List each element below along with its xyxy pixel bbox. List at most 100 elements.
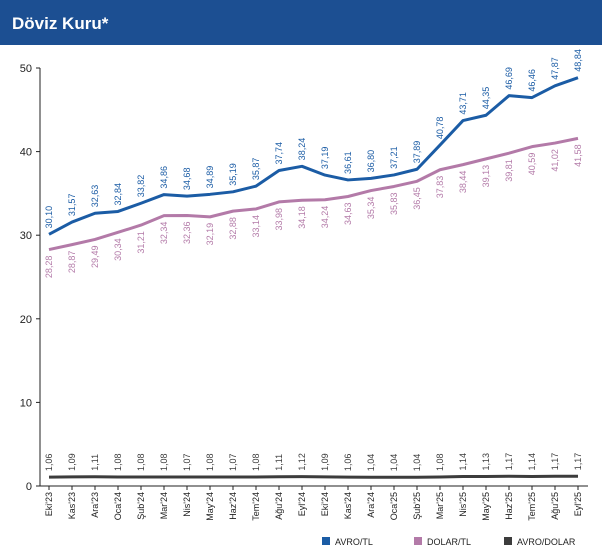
x-tick-label: May'24 [205,492,215,521]
data-label: 39,13 [481,165,491,188]
x-tick-label: Eyl'24 [297,492,307,516]
x-tick-label: Oca'25 [389,492,399,520]
data-label: 46,46 [527,69,537,92]
x-tick-label: Ara'24 [366,492,376,518]
series-line [48,76,579,236]
legend-label: AVRO/DOLAR [517,537,576,547]
data-label: 1,09 [67,453,77,471]
data-label: 37,83 [435,176,445,199]
x-tick-label: Tem'24 [251,492,261,521]
data-label: 32,88 [228,217,238,240]
data-label: 29,49 [90,245,100,268]
data-label: 34,24 [320,206,330,229]
x-tick-label: Haz'25 [504,492,514,520]
x-tick-label: Mar'24 [159,492,169,519]
data-label: 33,82 [136,175,146,198]
series-line [48,474,578,479]
legend-label: DOLAR/TL [427,537,471,547]
x-tick-label: Eki'23 [44,492,54,516]
data-label: 1,14 [458,453,468,471]
data-label: 46,69 [504,67,514,90]
legend-swatch [414,537,422,545]
data-label: 30,10 [44,206,54,229]
y-tick-label: 10 [20,397,32,409]
data-label: 34,68 [182,168,192,191]
data-label: 33,98 [274,208,284,231]
data-label: 38,44 [458,171,468,194]
data-label: 1,17 [573,453,583,471]
data-label: 34,63 [343,202,353,225]
data-label: 37,21 [389,146,399,169]
data-label: 37,19 [320,147,330,170]
data-label: 28,28 [44,256,54,279]
data-label: 35,87 [251,158,261,181]
x-tick-label: Ara'23 [90,492,100,518]
data-label: 32,63 [90,185,100,208]
data-label: 48,84 [573,49,583,72]
data-label: 1,08 [251,453,261,471]
data-label: 38,24 [297,138,307,161]
data-label: 47,87 [550,57,560,80]
x-tick-label: Ağu'25 [550,492,560,520]
y-tick-label: 20 [20,314,32,326]
legend-swatch [504,537,512,545]
data-label: 32,19 [205,223,215,246]
x-tick-label: Tem'25 [527,492,537,521]
data-label: 36,61 [343,151,353,174]
data-label: 1,08 [136,453,146,471]
x-tick-label: Kas'24 [343,492,353,519]
data-label: 28,87 [67,251,77,274]
data-label: 1,06 [343,454,353,472]
data-label: 1,08 [113,453,123,471]
data-label: 41,58 [573,144,583,167]
data-label: 1,07 [182,454,192,472]
data-label: 32,36 [182,221,192,244]
x-tick-label: Haz'24 [228,492,238,520]
x-tick-label: Nis'24 [182,492,192,517]
legend-swatch [322,537,330,545]
data-label: 33,14 [251,215,261,238]
data-label: 40,78 [435,117,445,140]
x-tick-label: Şub'24 [136,492,146,520]
data-label: 1,17 [550,453,560,471]
header-bar [0,0,602,45]
data-label: 32,84 [113,183,123,206]
data-label: 1,13 [481,453,491,471]
x-tick-label: Nis'25 [458,492,468,517]
data-label: 1,04 [366,454,376,472]
data-label: 1,09 [320,453,330,471]
data-label: 44,35 [481,87,491,110]
data-label: 35,83 [389,192,399,215]
y-tick-label: 40 [20,147,32,159]
legend-label: AVRO/TL [335,537,373,547]
data-label: 36,45 [412,187,422,210]
data-label: 35,34 [366,197,376,220]
x-tick-label: Mar'25 [435,492,445,519]
data-label: 36,80 [366,150,376,173]
data-label: 31,57 [67,194,77,217]
data-label: 1,04 [389,454,399,472]
data-label: 37,74 [274,142,284,165]
data-label: 34,18 [297,206,307,229]
x-tick-label: Kas'23 [67,492,77,519]
x-tick-label: Ağu'24 [274,492,284,520]
data-label: 1,08 [205,453,215,471]
data-label: 1,11 [274,454,284,471]
data-label: 1,17 [504,453,514,471]
data-label: 30,34 [113,238,123,261]
data-label: 1,08 [159,453,169,471]
y-tick-label: 0 [26,481,32,493]
data-label: 32,34 [159,222,169,245]
data-label: 35,19 [228,163,238,186]
data-label: 34,86 [159,166,169,189]
data-label: 37,89 [412,141,422,164]
data-label: 1,04 [412,454,422,472]
data-label: 43,71 [458,92,468,115]
data-label: 1,06 [44,454,54,472]
data-label: 1,11 [90,454,100,471]
data-label: 40,59 [527,153,537,176]
y-tick-label: 30 [20,230,32,242]
data-label: 34,89 [205,166,215,189]
data-label: 41,02 [550,149,560,172]
